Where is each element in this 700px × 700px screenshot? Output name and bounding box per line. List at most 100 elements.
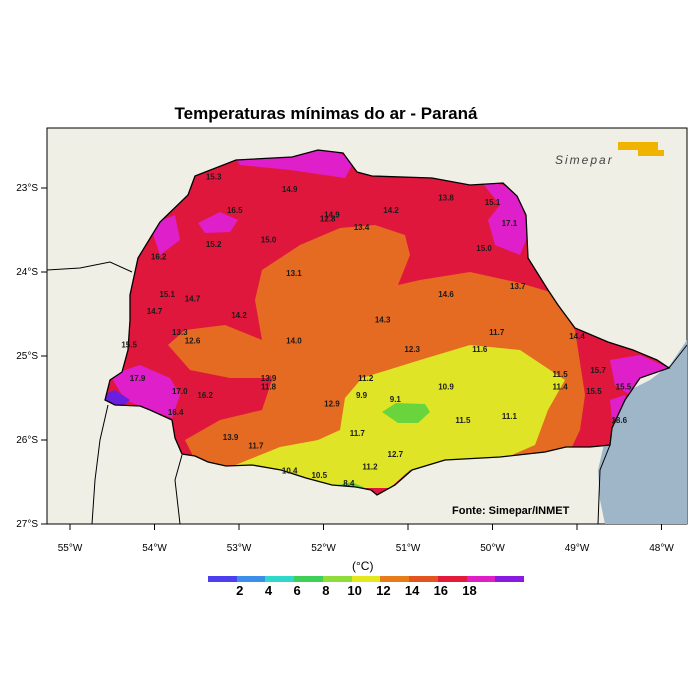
colorbar-unit: (°C) (352, 559, 374, 573)
station-value: 15.1 (159, 290, 175, 299)
source-note: Fonte: Simepar/INMET (452, 505, 570, 517)
station-labels: 15.314.916.5 14.912.813.414.213.8 15.117.1… (121, 173, 631, 489)
colorbar-segment (437, 576, 467, 582)
station-value: 11.4 (553, 383, 569, 392)
station-value: 17.0 (172, 387, 188, 396)
colorbar-label: 18 (462, 583, 477, 598)
colorbar-label: 4 (264, 583, 273, 598)
lon-tick-label: 55°W (58, 543, 83, 554)
colorbar-label: 6 (293, 583, 301, 598)
station-value: 17.1 (502, 219, 518, 228)
colorbar-label: 14 (404, 583, 420, 598)
station-value: 10.9 (438, 383, 454, 392)
station-value: 13.9 (223, 433, 239, 442)
station-value: 14.3 (375, 315, 391, 324)
station-value: 11.2 (362, 462, 378, 471)
station-value: 14.4 (569, 332, 585, 341)
station-value: 14.9 (282, 185, 298, 194)
station-value: 12.8 (320, 215, 336, 224)
station-value: 12.9 (324, 399, 340, 408)
station-value: 11.7 (350, 429, 366, 438)
station-value: 13.1 (286, 269, 302, 278)
colorbar-segment (322, 576, 352, 582)
station-value: 16.5 (227, 206, 243, 215)
station-value: 10.5 (311, 471, 327, 480)
station-value: 16.2 (151, 252, 167, 261)
station-value: 14.6 (438, 290, 454, 299)
station-value: 18.6 (611, 416, 627, 425)
map-title: Temperaturas mínimas do ar - Paraná (174, 104, 478, 123)
border-paraguay-west (91, 404, 109, 524)
station-value: 15.0 (476, 244, 492, 253)
colorbar-segment (208, 576, 237, 582)
colorbar (208, 576, 525, 582)
zone-magenta-east (610, 355, 669, 395)
station-value: 14.0 (286, 336, 302, 345)
border-sp-coast (668, 344, 687, 369)
station-value: 15.2 (206, 240, 222, 249)
station-value: 8.4 (343, 479, 355, 488)
station-value: 13.3 (172, 328, 188, 337)
station-value: 12.7 (388, 450, 404, 459)
station-value: 12.6 (185, 336, 201, 345)
colorbar-segment (409, 576, 438, 582)
colorbar-label: 2 (236, 583, 244, 598)
colorbar-label: 8 (322, 583, 330, 598)
zone-magenta-ne (480, 180, 530, 255)
station-value: 13.7 (510, 282, 526, 291)
station-value: 16.2 (197, 391, 213, 400)
station-value: 10.4 (282, 467, 298, 476)
station-value: 15.5 (616, 383, 632, 392)
station-value: 11.6 (472, 345, 488, 354)
ocean (598, 340, 687, 524)
state-outline (104, 149, 671, 496)
lat-tick-label: 24°S (16, 267, 38, 278)
lon-ticks: 55°W 54°W 53°W 52°W 51°W 50°W 49°W 48°W (58, 524, 674, 554)
station-value: 14.7 (185, 294, 201, 303)
lon-tick-label: 54°W (142, 543, 167, 554)
station-value: 15.3 (206, 173, 222, 182)
neighbor-borders (47, 261, 687, 524)
lon-tick-label: 53°W (227, 543, 252, 554)
station-value: 11.5 (455, 416, 471, 425)
colorbar-segment (380, 576, 410, 582)
station-value: 11.5 (553, 370, 569, 379)
colorbar-label: 12 (376, 583, 391, 598)
station-value: 15.1 (485, 198, 501, 207)
zone-orange-west (168, 325, 282, 378)
station-value: 9.1 (390, 395, 402, 404)
zone-magenta-se (610, 395, 628, 420)
lat-tick-label: 23°S (16, 183, 38, 194)
station-value: 14.9 (324, 210, 340, 219)
station-value: 13.8 (438, 194, 454, 203)
border-sc-coast (597, 444, 611, 524)
simepar-logo-mark (618, 142, 664, 156)
colorbar-labels: 2 4 6 8 10 12 14 16 18 (0, 583, 700, 601)
station-value: 15.0 (261, 236, 277, 245)
station-value: 11.7 (489, 328, 505, 337)
station-value: 11.2 (358, 374, 374, 383)
colorbar-label: 16 (433, 583, 449, 598)
station-value: 11.1 (502, 412, 518, 421)
colorbar-segment (495, 576, 525, 582)
zone-magenta-center (198, 212, 238, 233)
station-value: 16.4 (168, 408, 184, 417)
lon-tick-label: 52°W (311, 543, 336, 554)
lat-ticks: 23°S 24°S 25°S 26°S 27°S (16, 183, 47, 530)
colorbar-segment (466, 576, 496, 582)
lat-tick-label: 25°S (16, 351, 38, 362)
station-value: 17.9 (130, 374, 146, 383)
simepar-logo: Simepar (555, 153, 614, 167)
station-value: 15.7 (590, 366, 606, 375)
colorbar-segment (236, 576, 266, 582)
lat-tick-label: 26°S (16, 435, 38, 446)
colorbar-label: 10 (347, 583, 362, 598)
colorbar-segment (265, 576, 295, 582)
lon-tick-label: 50°W (480, 543, 505, 554)
border-ms-sp (47, 261, 133, 273)
station-value: 11.8 (261, 383, 277, 392)
station-value: 15.5 (586, 387, 602, 396)
station-value: 14.7 (147, 307, 163, 316)
border-argentina-sc (174, 454, 183, 524)
